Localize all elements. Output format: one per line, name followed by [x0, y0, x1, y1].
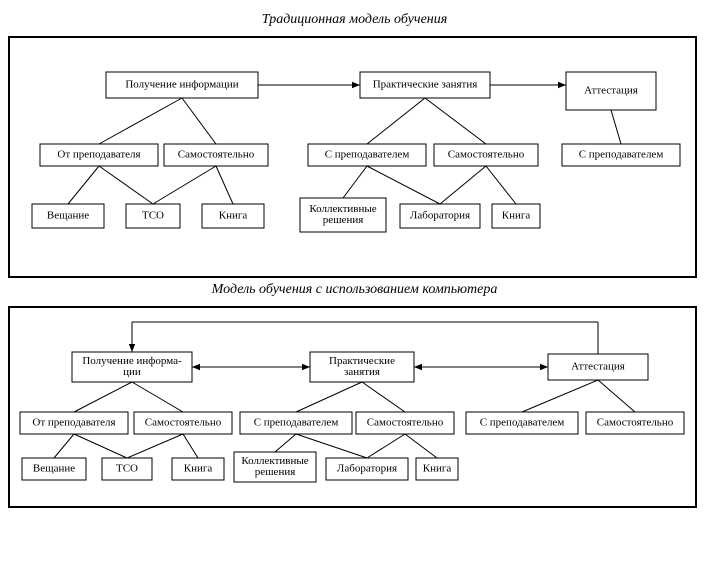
flowchart-node-label: Самостоятельно — [448, 149, 525, 161]
flowchart-node-label: Аттестация — [571, 361, 625, 373]
flowchart-node-label: ТСО — [142, 210, 164, 222]
flowchart-edge — [362, 382, 405, 412]
flowchart-edge — [440, 166, 486, 204]
diagram-bottom: Получение информа-цииПрактическиезанятия… — [10, 308, 695, 506]
flowchart-node-label: ции — [123, 366, 141, 378]
arrowhead-icon — [558, 82, 566, 88]
flowchart-node-label: С преподавателем — [325, 149, 410, 161]
flowchart-edge — [183, 434, 198, 458]
flowchart-node-label: Вещание — [33, 463, 75, 475]
flowchart-node-label: Самостоятельно — [597, 417, 674, 429]
flowchart-node-label: Самостоятельно — [178, 149, 255, 161]
flowchart-node-label: От преподавателя — [32, 417, 115, 429]
flowchart-edge — [598, 380, 635, 412]
arrowhead-icon — [540, 364, 548, 370]
arrowhead-icon — [302, 364, 310, 370]
flowchart-node-label: Книга — [184, 463, 213, 475]
flowchart-node-label: С преподавателем — [480, 417, 565, 429]
flowchart-edge — [153, 166, 216, 204]
arrowhead-icon — [192, 364, 200, 370]
flowchart-edge — [275, 434, 296, 452]
arrowhead-icon — [352, 82, 360, 88]
flowchart-node-label: Самостоятельно — [367, 417, 444, 429]
flowchart-node-label: Лаборатория — [337, 463, 397, 475]
flowchart-edge — [367, 98, 425, 144]
flowchart-node-label: ТСО — [116, 463, 138, 475]
flowchart-edge — [367, 434, 405, 458]
title-top: Традиционная модель обучения — [8, 12, 701, 28]
flowchart-edge — [611, 110, 621, 144]
flowchart-edge — [127, 434, 183, 458]
flowchart-edge — [132, 382, 183, 412]
flowchart-node-label: Лаборатория — [410, 210, 470, 222]
flowchart-edge — [99, 166, 153, 204]
flowchart-node-label: Получение информации — [125, 79, 238, 91]
flowchart-node-label: Вещание — [47, 210, 89, 222]
flowchart-edge — [74, 382, 132, 412]
flowchart-edge — [522, 380, 598, 412]
arrowhead-icon — [414, 364, 422, 370]
flowchart-node-label: решения — [323, 214, 364, 226]
flowchart-node-label: Книга — [502, 210, 531, 222]
flowchart-node-label: занятия — [344, 366, 380, 378]
flowchart-edge — [182, 98, 216, 144]
diagram-top-frame: Получение информации Практические занятия… — [8, 36, 697, 278]
arrowhead-icon — [129, 344, 135, 352]
flowchart-node-label: решения — [255, 466, 296, 478]
flowchart-node-label: От преподавателя — [57, 149, 140, 161]
flowchart-edge — [54, 434, 74, 458]
flowchart-node-label: Самостоятельно — [145, 417, 222, 429]
flowchart-node-label: С преподавателем — [579, 149, 664, 161]
flowchart-edge — [216, 166, 233, 204]
flowchart-edge — [74, 434, 127, 458]
flowchart-edge — [405, 434, 437, 458]
flowchart-node-label: С преподавателем — [254, 417, 339, 429]
flowchart-node-label: Книга — [219, 210, 248, 222]
flowchart-node-label: Практические занятия — [373, 79, 478, 91]
flowchart-edge — [486, 166, 516, 204]
flowchart-edge — [343, 166, 367, 198]
flowchart-edge — [425, 98, 486, 144]
title-bottom: Модель обучения с использованием компьют… — [8, 282, 701, 298]
flowchart-node-label: Книга — [423, 463, 452, 475]
diagram-bottom-frame: Получение информа-цииПрактическиезанятия… — [8, 306, 697, 508]
diagram-top: Получение информации Практические занятия… — [10, 38, 695, 276]
flowchart-edge — [99, 98, 182, 144]
flowchart-edge — [296, 382, 362, 412]
flowchart-node-label: Аттестация — [584, 85, 638, 97]
flowchart-edge — [68, 166, 99, 204]
